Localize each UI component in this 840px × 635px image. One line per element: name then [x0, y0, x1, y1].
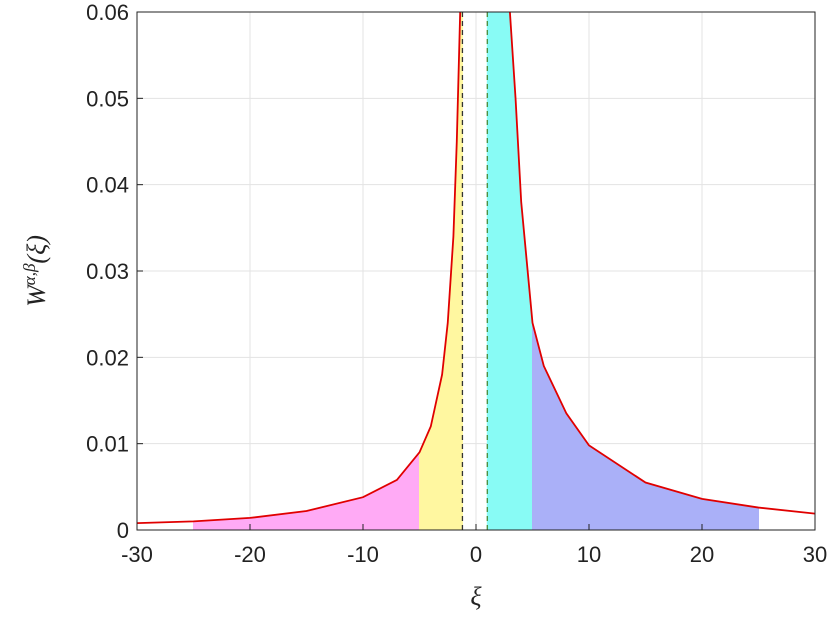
- y-tick-label: 0.05: [86, 86, 129, 111]
- y-label-sup: α,β: [20, 263, 39, 285]
- y-label-arg: (ξ): [22, 235, 51, 263]
- x-tick-label: -10: [347, 542, 379, 567]
- y-label-base: W: [22, 283, 51, 307]
- x-tick-label: 0: [470, 542, 482, 567]
- lines: [137, 12, 815, 530]
- y-tick-label: 0: [117, 518, 129, 543]
- y-tick-label: 0.04: [86, 173, 129, 198]
- x-axis-label: ξ: [470, 582, 482, 611]
- x-tick-label: -20: [234, 542, 266, 567]
- y-tick-label: 0.02: [86, 345, 129, 370]
- x-tick-label: 20: [690, 542, 714, 567]
- ticks: -30 -20 -10 0 10 20 30 0 0.01 0.02 0.03 0.04 0.05 0.0…: [86, 0, 827, 567]
- y-tick-label: 0.06: [86, 0, 129, 25]
- y-tick-label: 0.01: [86, 432, 129, 457]
- x-tick-label: 30: [803, 542, 827, 567]
- curve: [137, 12, 815, 524]
- x-tick-label: -30: [121, 542, 153, 567]
- y-axis-label: Wα,β(ξ): [20, 235, 51, 307]
- y-tick-label: 0.03: [86, 259, 129, 284]
- x-tick-label: 10: [577, 542, 601, 567]
